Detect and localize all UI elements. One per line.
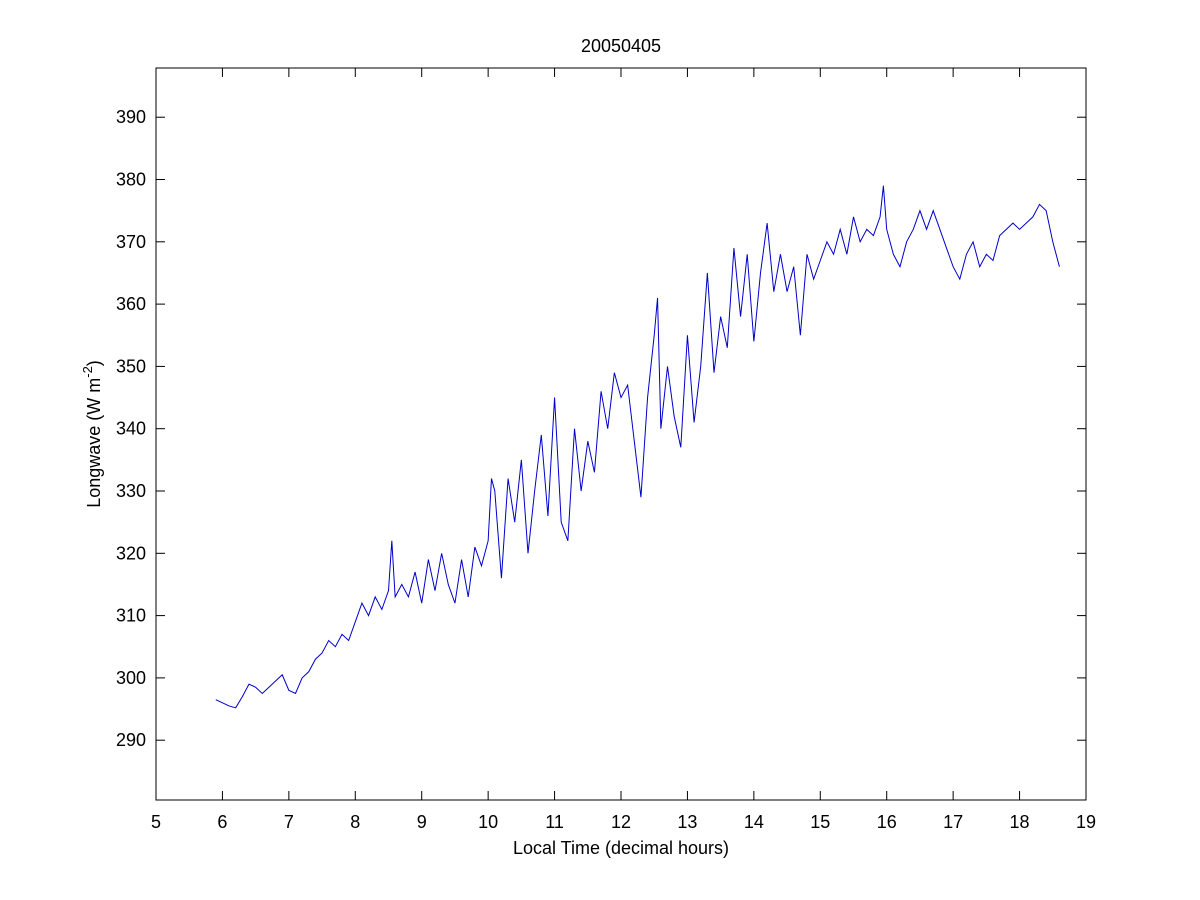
y-tick-label: 290 <box>116 730 146 750</box>
x-tick-label: 5 <box>151 812 161 832</box>
plot-area <box>155 67 1087 801</box>
x-tick-label: 11 <box>545 812 564 832</box>
y-tick-label: 380 <box>116 170 146 190</box>
y-label-sup: -2 <box>80 366 95 378</box>
y-tick-label: 320 <box>116 543 146 563</box>
x-tick-label: 16 <box>877 812 897 832</box>
x-tick-label: 14 <box>744 812 764 832</box>
y-tick-label: 340 <box>116 419 146 439</box>
x-tick-label: 17 <box>943 812 963 832</box>
x-tick-label: 12 <box>611 812 631 832</box>
x-tick-label: 18 <box>1010 812 1030 832</box>
y-tick-label: 350 <box>116 356 146 376</box>
x-axis-label: Local Time (decimal hours) <box>513 838 729 858</box>
chart-title: 20050405 <box>581 36 661 56</box>
y-tick-label: 310 <box>116 606 146 626</box>
x-tick-label: 7 <box>284 812 294 832</box>
y-tick-label: 390 <box>116 107 146 127</box>
data-line <box>215 185 1060 709</box>
y-tick-label: 330 <box>116 481 146 501</box>
y-label-suffix: ) <box>84 360 104 366</box>
x-tick-label: 13 <box>677 812 697 832</box>
x-tick-label: 19 <box>1076 812 1096 832</box>
x-tick-label: 10 <box>478 812 498 832</box>
x-tick-label: 8 <box>350 812 360 832</box>
x-tick-label: 15 <box>810 812 830 832</box>
y-tick-label: 360 <box>116 294 146 314</box>
y-axis-label: Longwave (W m-2) <box>80 360 104 508</box>
y-label-text: Longwave (W m <box>84 378 104 508</box>
x-tick-label: 6 <box>217 812 227 832</box>
y-tick-label: 300 <box>116 668 146 688</box>
y-tick-label: 370 <box>116 232 146 252</box>
x-tick-label: 9 <box>417 812 427 832</box>
